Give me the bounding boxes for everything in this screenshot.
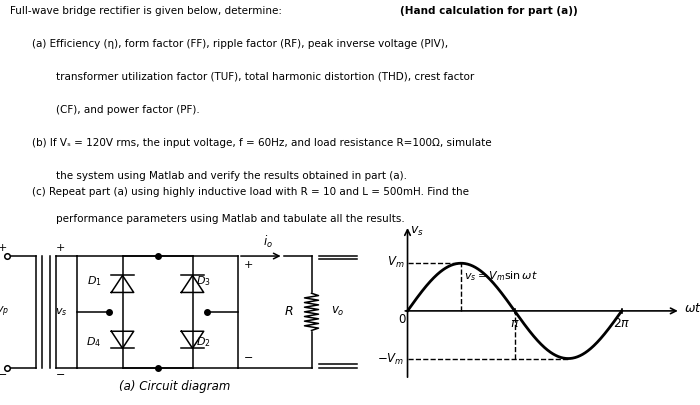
Text: (Hand calculation for part (a)): (Hand calculation for part (a)) bbox=[400, 6, 578, 16]
Text: (a) Efficiency (η), form factor (FF), ripple factor (RF), peak inverse voltage (: (a) Efficiency (η), form factor (FF), ri… bbox=[32, 39, 447, 49]
Text: $2\pi$: $2\pi$ bbox=[613, 317, 631, 330]
Text: (CF), and power factor (PF).: (CF), and power factor (PF). bbox=[56, 105, 199, 115]
Text: $\omega t$: $\omega t$ bbox=[684, 302, 700, 315]
Text: $-V_m$: $-V_m$ bbox=[377, 352, 404, 367]
Text: $D_1$: $D_1$ bbox=[87, 274, 101, 288]
Text: +: + bbox=[244, 260, 253, 270]
Text: $v_p$: $v_p$ bbox=[0, 305, 8, 319]
Text: $v_s$: $v_s$ bbox=[55, 306, 67, 318]
Text: transformer utilization factor (TUF), total harmonic distortion (THD), crest fac: transformer utilization factor (TUF), to… bbox=[56, 72, 475, 82]
Text: (a) Circuit diagram: (a) Circuit diagram bbox=[119, 379, 231, 393]
Text: (b) If Vₛ = 120V rms, the input voltage, f = 60Hz, and load resistance R=100Ω, s: (b) If Vₛ = 120V rms, the input voltage,… bbox=[32, 138, 491, 148]
Text: $i_o$: $i_o$ bbox=[262, 234, 273, 249]
Text: 0: 0 bbox=[398, 313, 406, 326]
Text: Full-wave bridge rectifier is given below, determine:: Full-wave bridge rectifier is given belo… bbox=[10, 6, 286, 16]
Text: (c) Repeat part (a) using highly inductive load with R = 10 and L = 500mH. Find : (c) Repeat part (a) using highly inducti… bbox=[32, 187, 468, 197]
Text: $v_o$: $v_o$ bbox=[331, 305, 344, 318]
Text: $v_s$: $v_s$ bbox=[410, 225, 424, 238]
Text: −: − bbox=[56, 370, 66, 380]
Text: −: − bbox=[244, 354, 253, 363]
Text: +: + bbox=[0, 243, 7, 254]
Text: −: − bbox=[0, 370, 7, 380]
Text: $\pi$: $\pi$ bbox=[510, 317, 519, 330]
Text: $D_3$: $D_3$ bbox=[196, 274, 211, 288]
Text: $V_m$: $V_m$ bbox=[386, 255, 404, 270]
Text: $D_4$: $D_4$ bbox=[86, 335, 101, 350]
Text: the system using Matlab and verify the results obtained in part (a).: the system using Matlab and verify the r… bbox=[56, 171, 407, 181]
Text: performance parameters using Matlab and tabulate all the results.: performance parameters using Matlab and … bbox=[56, 214, 405, 224]
Text: +: + bbox=[56, 243, 66, 254]
Text: $v_s = V_m \sin\omega t$: $v_s = V_m \sin\omega t$ bbox=[464, 270, 538, 284]
Text: R: R bbox=[285, 305, 293, 318]
Text: $D_2$: $D_2$ bbox=[196, 335, 211, 350]
